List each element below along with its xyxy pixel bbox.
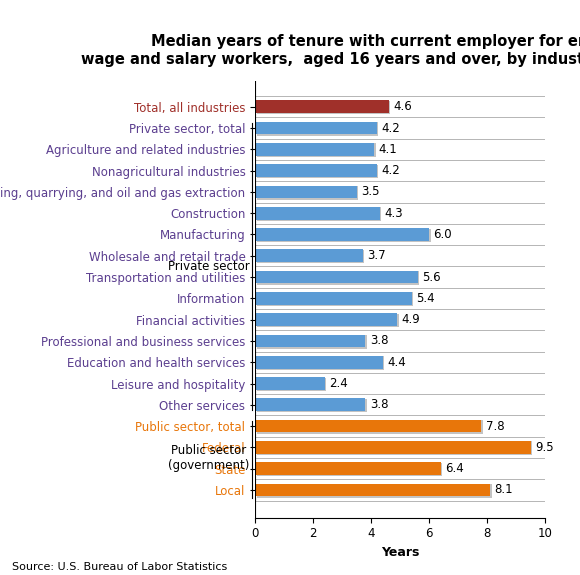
Bar: [256, 164, 378, 178]
Text: 2.4: 2.4: [329, 377, 348, 390]
Text: 8.1: 8.1: [494, 484, 513, 496]
Text: 3.7: 3.7: [367, 250, 386, 262]
Bar: [255, 186, 357, 198]
Bar: [255, 356, 383, 369]
Bar: [255, 164, 377, 177]
Text: 9.5: 9.5: [535, 441, 554, 454]
Text: 3.8: 3.8: [370, 398, 388, 411]
Text: Public sector
(government): Public sector (government): [168, 444, 249, 472]
Text: 5.4: 5.4: [416, 292, 435, 305]
Bar: [255, 313, 397, 326]
Bar: [256, 143, 376, 157]
Bar: [255, 377, 325, 390]
Bar: [256, 314, 399, 327]
Bar: [256, 420, 483, 434]
Bar: [255, 207, 380, 220]
Text: 3.5: 3.5: [361, 185, 379, 198]
Bar: [256, 186, 358, 200]
Bar: [256, 122, 378, 136]
Bar: [256, 463, 442, 476]
Bar: [255, 335, 365, 347]
Bar: [256, 271, 419, 285]
Text: 4.2: 4.2: [382, 121, 400, 135]
Text: 4.3: 4.3: [384, 206, 403, 220]
Bar: [255, 420, 481, 432]
Bar: [256, 356, 384, 370]
Text: 5.6: 5.6: [422, 271, 441, 283]
Bar: [256, 399, 367, 412]
Text: 4.1: 4.1: [378, 143, 397, 156]
Text: 6.4: 6.4: [445, 462, 464, 475]
Bar: [255, 101, 389, 113]
Bar: [256, 101, 390, 114]
Text: Private sector: Private sector: [168, 260, 249, 273]
Bar: [256, 207, 382, 221]
Bar: [256, 484, 491, 497]
Text: 6.0: 6.0: [433, 228, 452, 241]
Text: 4.4: 4.4: [387, 356, 406, 369]
Bar: [255, 122, 377, 135]
Bar: [256, 378, 326, 391]
Text: 4.6: 4.6: [393, 100, 412, 113]
Text: 4.2: 4.2: [382, 164, 400, 177]
Text: 4.9: 4.9: [401, 313, 420, 326]
Bar: [256, 442, 532, 455]
Bar: [256, 228, 430, 242]
Bar: [255, 484, 490, 496]
Text: Source: U.S. Bureau of Labor Statistics: Source: U.S. Bureau of Labor Statistics: [12, 562, 227, 572]
Title: Median years of tenure with current employer for employed
wage and salary worker: Median years of tenure with current empl…: [81, 34, 580, 67]
Bar: [255, 441, 531, 454]
Bar: [255, 250, 362, 262]
Text: 3.8: 3.8: [370, 335, 388, 347]
Bar: [255, 228, 429, 241]
Bar: [255, 271, 418, 283]
Bar: [256, 293, 413, 306]
X-axis label: Years: Years: [381, 546, 419, 559]
Bar: [256, 335, 367, 348]
Bar: [255, 292, 412, 305]
Bar: [255, 462, 441, 475]
Text: 7.8: 7.8: [486, 420, 505, 432]
Bar: [256, 250, 364, 263]
Bar: [255, 398, 365, 411]
Bar: [255, 143, 374, 156]
